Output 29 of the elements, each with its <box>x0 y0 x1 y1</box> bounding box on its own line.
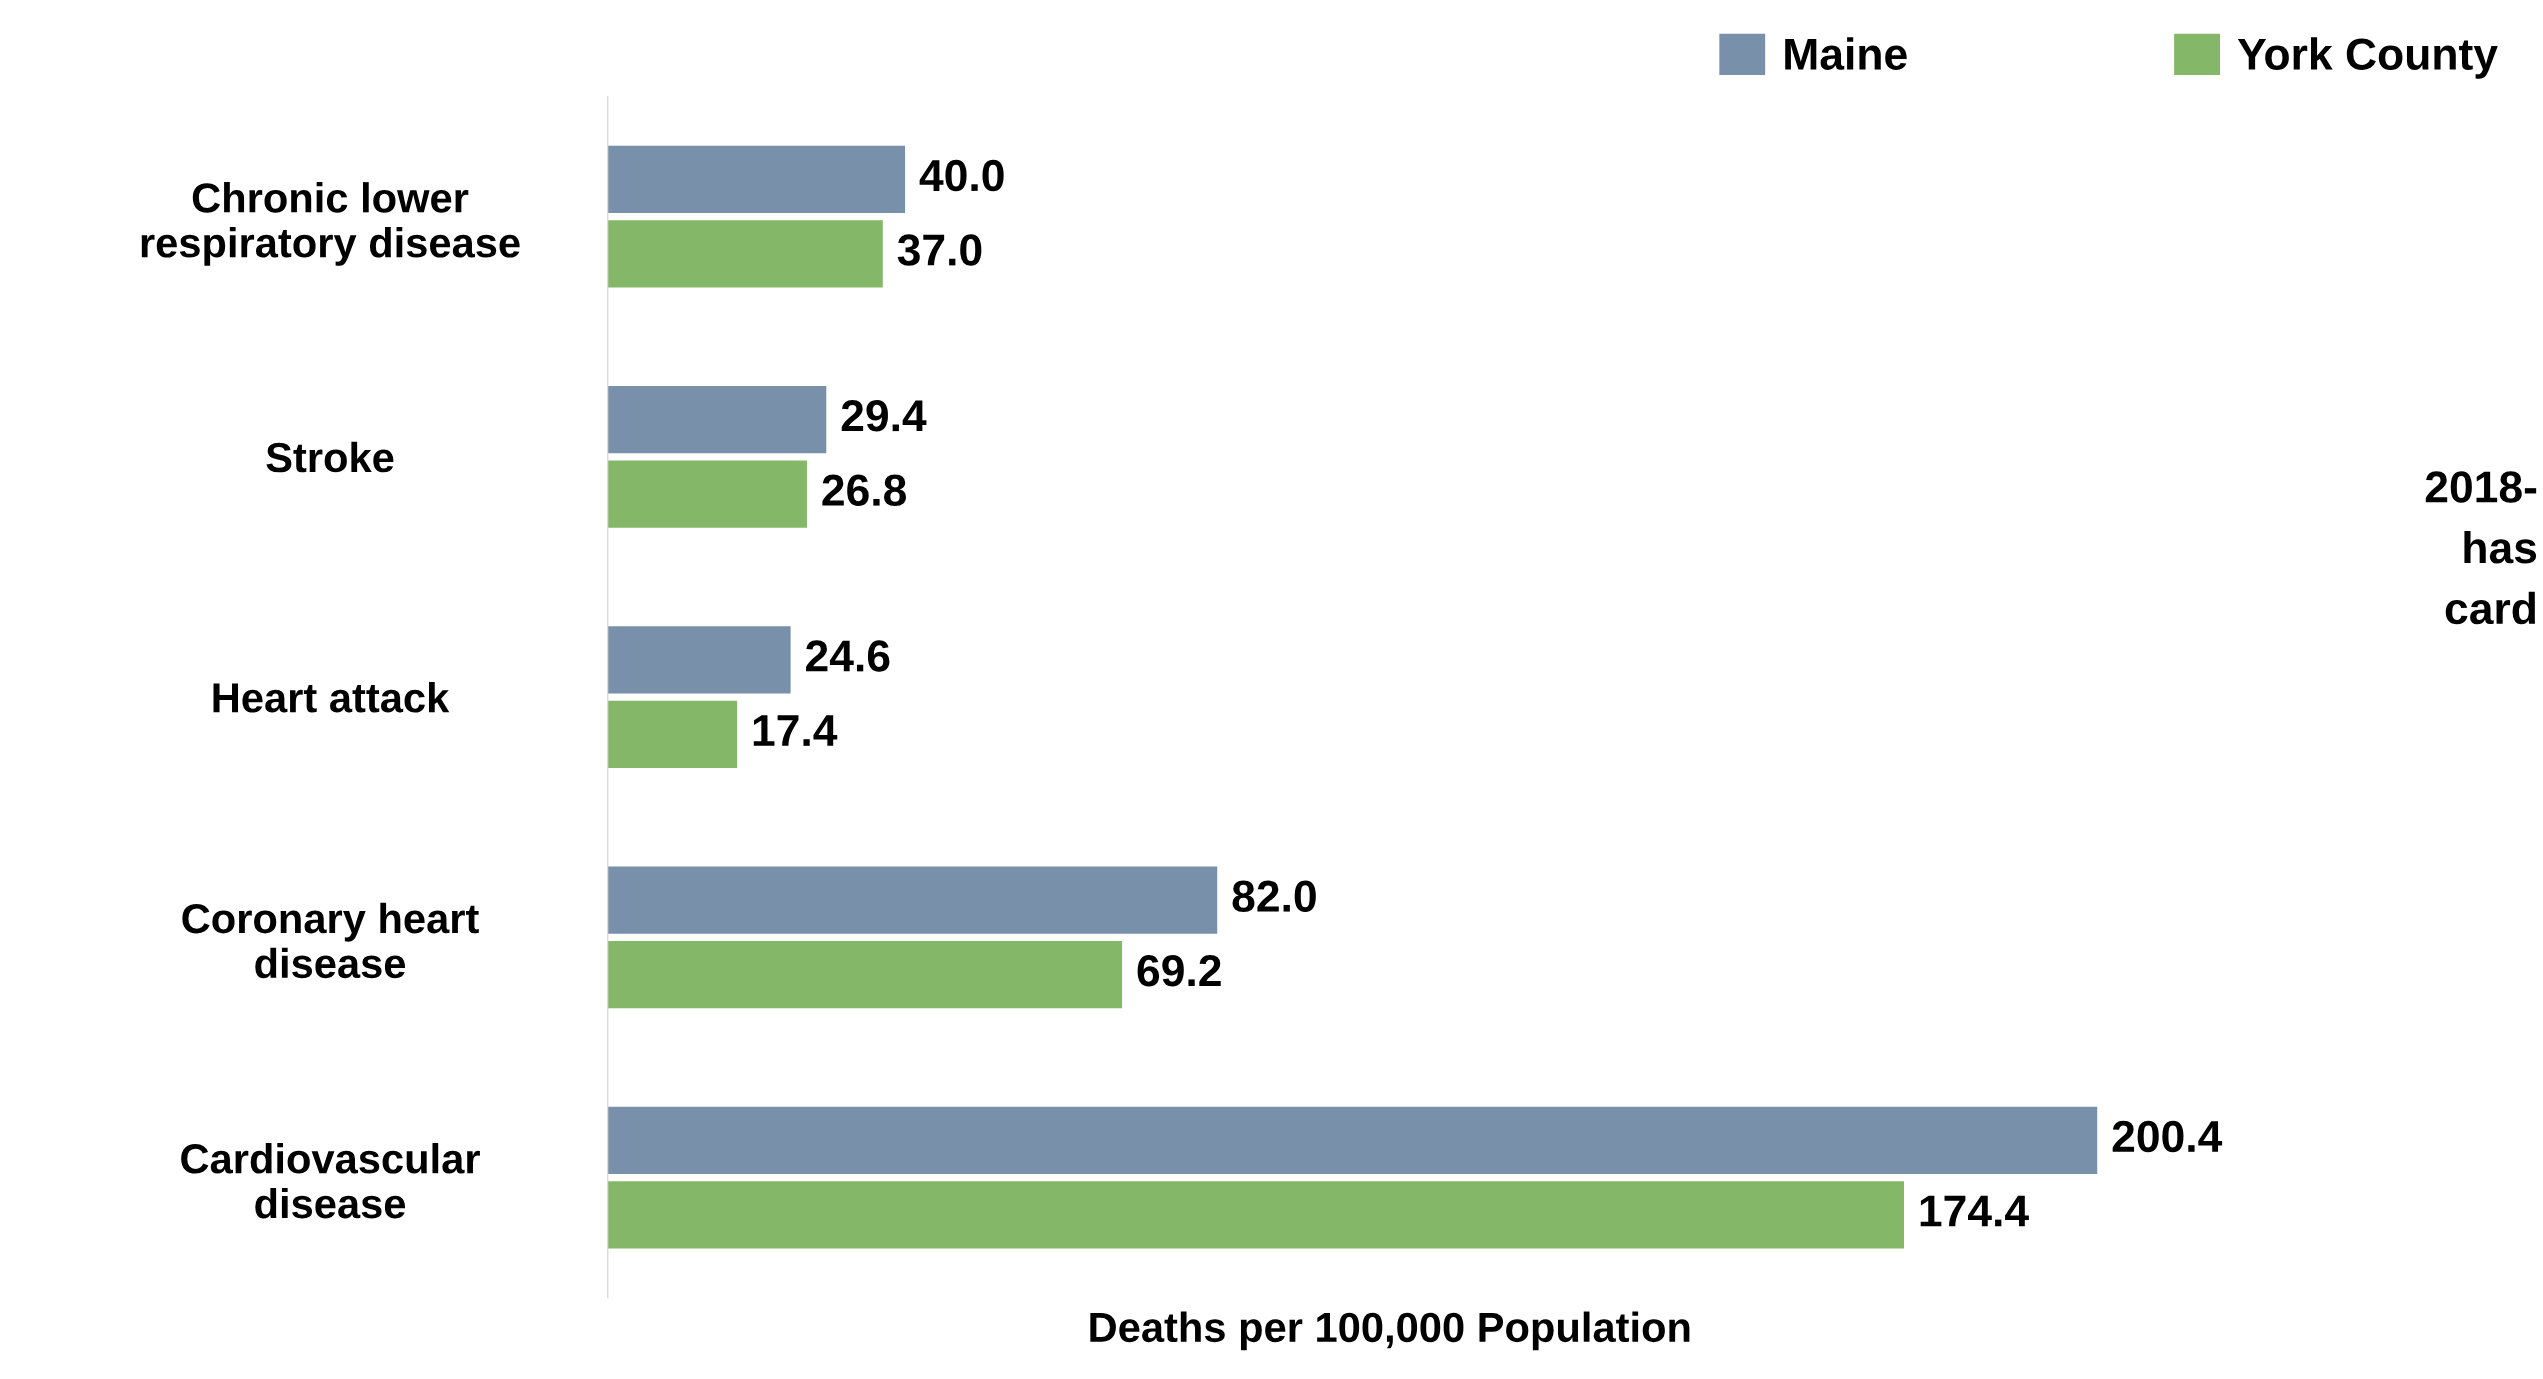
legend-label: York County <box>2237 37 2498 79</box>
bar <box>607 1181 1904 1249</box>
text: 2018- has card <box>2425 471 2537 625</box>
data-label: 24.6 <box>806 640 890 672</box>
data-label: 69.2 <box>1137 955 1221 987</box>
bar <box>607 145 906 214</box>
data-label: 200.4 <box>2112 1120 2223 1153</box>
y-tick-label: Stroke <box>266 441 394 473</box>
legend-label: Maine <box>1785 37 1907 70</box>
y-tick-label: Cardiovascular disease <box>181 1143 480 1219</box>
bar <box>607 866 1218 934</box>
bar <box>607 940 1123 1009</box>
bar <box>607 386 827 454</box>
y-tick-label: Heart attack <box>213 681 450 713</box>
data-label: 17.4 <box>753 715 838 746</box>
data-label: 29.4 <box>841 400 927 432</box>
bar <box>607 460 807 528</box>
y-tick-label: Coronary heart disease <box>182 902 479 979</box>
data-label: 37.0 <box>897 234 982 266</box>
bar <box>607 626 791 694</box>
bar <box>607 220 883 288</box>
data-label: 40.0 <box>919 159 1004 192</box>
data-label: 82.0 <box>1232 880 1316 912</box>
data-label: 174.4 <box>1920 1195 2029 1227</box>
x-axis-title: Deaths per 100,000 Population <box>1090 1311 1690 1351</box>
data-label: 26.8 <box>822 474 906 507</box>
y-tick-label: Chronic lower respiratory disease <box>141 182 520 266</box>
bar <box>607 1106 2098 1174</box>
bar <box>607 700 738 768</box>
